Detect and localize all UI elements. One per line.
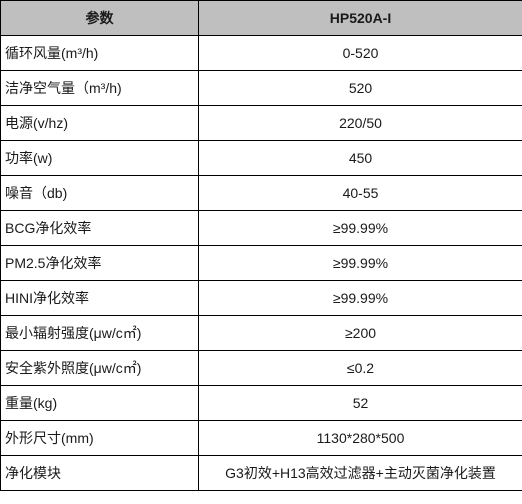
param-value: G3初效+H13高效过滤器+主动灭菌净化装置 <box>198 455 522 491</box>
table-row: 重量(kg) 52 <box>0 385 522 421</box>
table-row: 安全紫外照度(μw/c㎡) ≤0.2 <box>0 350 522 386</box>
param-value: ≤0.2 <box>198 350 522 386</box>
param-name: 洁净空气量（m³/h) <box>0 70 199 106</box>
param-name: 功率(w) <box>0 140 199 176</box>
header-model: HP520A-I <box>198 0 522 36</box>
param-value: ≥99.99% <box>198 280 522 316</box>
table-header-row: 参数 HP520A-I <box>0 0 522 36</box>
param-value: ≥99.99% <box>198 210 522 246</box>
table-row: 洁净空气量（m³/h) 520 <box>0 70 522 106</box>
param-name: 重量(kg) <box>0 385 199 421</box>
table-row: 最小辐射强度(μw/c㎡) ≥200 <box>0 315 522 351</box>
table-row: 净化模块 G3初效+H13高效过滤器+主动灭菌净化装置 <box>0 455 522 491</box>
param-name: 外形尺寸(mm) <box>0 420 199 456</box>
table-row: HINI净化效率 ≥99.99% <box>0 280 522 316</box>
table-row: 电源(v/hz) 220/50 <box>0 105 522 141</box>
param-name: HINI净化效率 <box>0 280 199 316</box>
param-name: 循环风量(m³/h) <box>0 35 199 71</box>
spec-table: 参数 HP520A-I 循环风量(m³/h) 0-520 洁净空气量（m³/h)… <box>0 0 522 491</box>
param-name: 净化模块 <box>0 455 199 491</box>
param-value: 1130*280*500 <box>198 420 522 456</box>
param-value: 0-520 <box>198 35 522 71</box>
table-row: PM2.5净化效率 ≥99.99% <box>0 245 522 281</box>
table-row: BCG净化效率 ≥99.99% <box>0 210 522 246</box>
param-value: 520 <box>198 70 522 106</box>
param-value: 450 <box>198 140 522 176</box>
param-value: 52 <box>198 385 522 421</box>
table-row: 循环风量(m³/h) 0-520 <box>0 35 522 71</box>
param-name: BCG净化效率 <box>0 210 199 246</box>
table-row: 外形尺寸(mm) 1130*280*500 <box>0 420 522 456</box>
param-name: 最小辐射强度(μw/c㎡) <box>0 315 199 351</box>
param-value: ≥200 <box>198 315 522 351</box>
table-row: 噪音（db) 40-55 <box>0 175 522 211</box>
param-name: 安全紫外照度(μw/c㎡) <box>0 350 199 386</box>
header-param: 参数 <box>0 0 199 36</box>
table-row: 功率(w) 450 <box>0 140 522 176</box>
param-value: 40-55 <box>198 175 522 211</box>
param-value: 220/50 <box>198 105 522 141</box>
param-name: 噪音（db) <box>0 175 199 211</box>
param-name: 电源(v/hz) <box>0 105 199 141</box>
param-name: PM2.5净化效率 <box>0 245 199 281</box>
param-value: ≥99.99% <box>198 245 522 281</box>
